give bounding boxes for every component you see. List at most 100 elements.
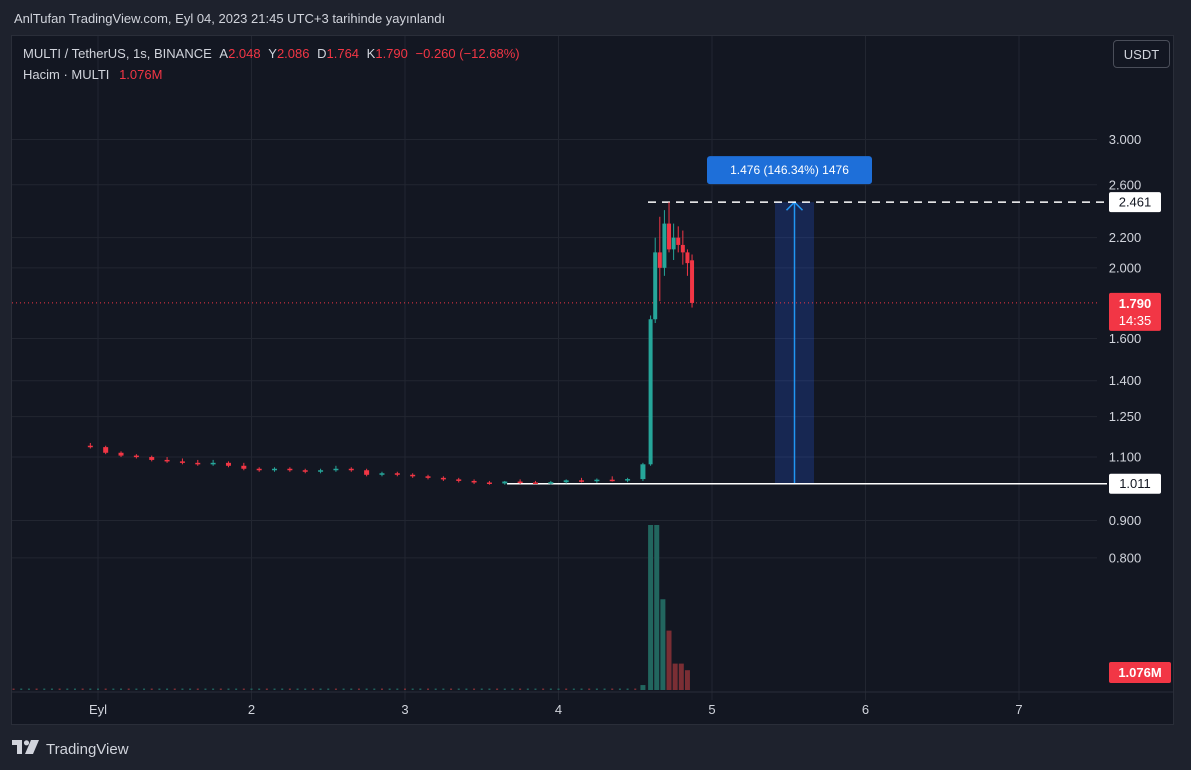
candle [657,252,662,268]
volume-bar [258,688,261,690]
volume-bar [273,688,276,690]
candle [594,479,600,482]
volume-tag [1109,662,1171,683]
candle [680,244,685,253]
volume-bar [135,688,138,690]
tradingview-brand[interactable]: TradingView [46,740,129,758]
volume-bar [511,688,514,690]
open-value: 2.048 [228,46,261,61]
volume-bar [678,663,684,690]
candle [302,470,308,472]
volume-bar [603,688,606,690]
publish-info: AnlTufan TradingView.com, Eyl 04, 2023 2… [14,11,446,26]
volume-bar [104,688,107,690]
time-tick-label: 4 [555,702,562,717]
volume-bar [640,685,646,690]
volume-bar [227,688,230,690]
chart-canvas[interactable]: 1.476 (146.34%) 1476 3.000 2.600 2.200 2.00… [12,36,1174,725]
volume-bar [281,688,284,690]
volume-bar [526,688,529,690]
volume-bar [288,688,291,690]
candle [653,252,658,320]
volume-bar [580,688,583,690]
volume-bar [373,688,376,690]
volume-bar [97,688,99,690]
candle [410,474,416,477]
currency-button[interactable]: USDT [1113,40,1170,68]
candle [502,481,508,484]
volume-bar [120,688,123,690]
candle [225,462,231,466]
volume-bar [35,688,38,690]
volume-bar [196,688,199,690]
candle [671,237,676,250]
price-tick-label: 2.200 [1109,230,1142,245]
level-price-label: 2.461 [1119,195,1152,210]
volume-bar [565,688,568,690]
volume-bar [242,688,245,690]
volume-bar [442,688,445,690]
volume-bar [327,688,330,690]
candle [440,477,446,480]
candle [563,480,569,483]
candlestick-series [87,202,695,485]
close-value: 1.790 [375,46,408,61]
candle [241,465,247,469]
candle [287,468,293,471]
volume-bar [496,688,499,690]
open-label: A [219,46,229,61]
volume-bar [457,688,460,690]
volume-bar [572,688,575,690]
volume-bar [43,688,46,690]
volume-bar [434,688,437,690]
high-value: 2.086 [276,46,310,61]
grid-lines [12,36,1097,700]
price-tick-label: 1.250 [1109,409,1142,424]
volume-bar [189,688,192,690]
volume-bar [334,688,337,690]
top-bar: AnlTufan TradingView.com, Eyl 04, 2023 2… [0,0,1191,36]
candle [685,252,690,264]
tradingview-logo-icon[interactable] [12,740,40,758]
volume-bar [58,688,61,690]
level-price-label: 1.011 [1119,476,1151,491]
candle [103,447,109,453]
volume-bar [50,688,53,690]
volume-bar [611,688,614,690]
measure-label: 1.476 (146.34%) 1476 [730,163,849,177]
countdown-label: 14:35 [1119,313,1152,328]
chart-pane[interactable]: 1.476 (146.34%) 1476 3.000 2.600 2.200 2.00… [11,35,1174,725]
candle [87,445,93,448]
time-tick-label: 5 [708,702,715,717]
candle [348,468,354,471]
volume-bar [311,688,314,690]
volume-bar [427,688,430,690]
candle [149,457,155,460]
volume-label[interactable]: Hacim · MULTI [23,67,110,82]
volume-bar [265,688,268,690]
volume-bar [127,688,130,690]
volume-bar [654,525,660,690]
candle [210,462,216,465]
volume-bar [158,688,161,690]
price-tick-label: 2.600 [1109,177,1142,192]
candle [133,455,139,458]
candle [318,470,324,472]
price-tick-label: 0.900 [1109,513,1142,528]
symbol-label[interactable]: MULTI / TetherUS, 1s, BINANCE [23,46,212,61]
current-price-label: 1.790 [1119,296,1152,311]
close-label: K [366,46,376,61]
volume-bar [473,688,476,690]
volume-bar [465,688,468,690]
volume-bar [181,688,184,690]
volume-bar [212,688,215,690]
volume-bar [365,688,368,690]
volume-bar [357,688,360,690]
volume-bar [204,688,207,690]
volume-bar [542,688,545,690]
volume-bar [549,688,552,690]
low-label: D [317,46,327,61]
candle [625,479,631,481]
candle [690,260,695,303]
candle [379,473,385,475]
